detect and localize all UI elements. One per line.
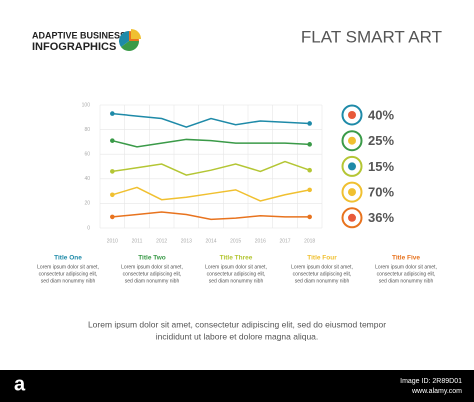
- brand-line: ADAPTIVE BUSINESS: [32, 30, 126, 40]
- x-tick-label: 2013: [181, 238, 192, 244]
- column-text: consectetur adipiscing elit,: [377, 271, 436, 277]
- end-point: [110, 214, 115, 220]
- end-point: [307, 142, 312, 147]
- x-tick-label: 2014: [205, 238, 216, 244]
- stat-icon-glyph: [348, 213, 356, 222]
- end-point: [110, 192, 115, 198]
- y-tick-label: 0: [87, 225, 90, 231]
- column-text: consectetur adipiscing elit,: [207, 271, 266, 277]
- end-point: [110, 169, 115, 174]
- column-text: Lorem ipsum dolor sit amet,: [205, 264, 267, 270]
- column-text: Lorem ipsum dolor sit amet,: [121, 264, 183, 270]
- x-tick-label: 2012: [156, 238, 167, 244]
- chart: 0 20 40 60 80 100 2010 2011 2012 2013 2014 2015 2016…: [82, 102, 323, 244]
- x-tick-label: 2011: [132, 238, 143, 244]
- series-line: [112, 186, 310, 202]
- stat-value: 70%: [368, 185, 394, 200]
- column-title: Title Four: [307, 255, 337, 262]
- column-text: sed diam nonummy nibh: [125, 278, 180, 284]
- stat-value: 15%: [368, 159, 394, 174]
- y-tick-label: 40: [84, 176, 90, 182]
- watermark-band: [0, 370, 474, 402]
- stat-icon-glyph: [348, 188, 356, 197]
- stat-value: 36%: [368, 210, 394, 225]
- series-line: [112, 138, 310, 148]
- column-text: sed diam nonummy nibh: [379, 278, 434, 284]
- column-text: Lorem ipsum dolor sit amet,: [37, 264, 99, 270]
- series-line: [112, 160, 310, 176]
- stats: 40% 25% 15% 70% 36%: [341, 104, 394, 229]
- footer-text: Lorem ipsum dolor sit amet, consectetur …: [88, 319, 386, 329]
- page-title: FLAT SMART ART: [301, 27, 442, 46]
- watermark-id: Image ID: 2R89D01: [400, 378, 462, 385]
- stat-icon-glyph: [348, 111, 356, 119]
- column-text: Lorem ipsum dolor sit amet,: [375, 264, 437, 270]
- y-tick-label: 100: [82, 102, 91, 108]
- y-tick-label: 20: [84, 201, 90, 207]
- end-point: [307, 121, 312, 126]
- end-point: [110, 138, 115, 143]
- column-title: Title Five: [392, 255, 420, 262]
- stat-icon-glyph: [348, 136, 356, 145]
- x-tick-label: 2018: [304, 238, 315, 244]
- y-tick-label: 80: [84, 127, 90, 133]
- column-text: Lorem ipsum dolor sit amet,: [291, 264, 353, 270]
- pie-icon: [118, 29, 141, 52]
- column-text: consectetur adipiscing elit,: [123, 271, 182, 277]
- column-title: Title Two: [138, 255, 166, 262]
- watermark-logo: a: [14, 373, 26, 395]
- x-tick-label: 2017: [279, 238, 290, 244]
- y-tick-label: 60: [84, 152, 90, 158]
- series-line: [112, 211, 310, 221]
- x-tick-label: 2016: [255, 238, 266, 244]
- series-line: [112, 112, 310, 128]
- stat-icon-glyph: [348, 162, 356, 171]
- column-text: sed diam nonummy nibh: [209, 278, 264, 284]
- end-point: [110, 111, 115, 116]
- footer-text: incididunt ut labore et dolore magna ali…: [156, 331, 319, 341]
- column-text: sed diam nonummy nibh: [295, 278, 350, 284]
- x-tick-label: 2010: [107, 238, 118, 244]
- end-point: [307, 167, 312, 173]
- brand-line: INFOGRAPHICS: [32, 41, 116, 53]
- end-point: [307, 187, 312, 193]
- column-text: consectetur adipiscing elit,: [293, 271, 352, 277]
- column-text: sed diam nonummy nibh: [41, 278, 96, 284]
- stat-value: 25%: [368, 133, 394, 148]
- column-title: Title One: [54, 255, 82, 262]
- column-title: Title Three: [220, 255, 253, 262]
- end-point: [307, 214, 312, 220]
- column-text: consectetur adipiscing elit,: [39, 271, 98, 277]
- watermark-site: www.alamy.com: [411, 388, 462, 395]
- x-tick-label: 2015: [230, 238, 241, 244]
- stat-value: 40%: [368, 107, 394, 122]
